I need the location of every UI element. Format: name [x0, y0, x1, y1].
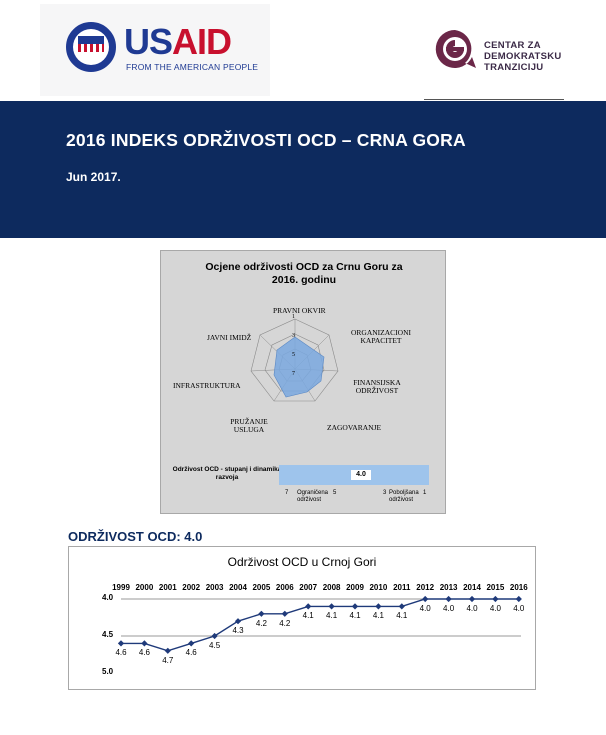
data-point [351, 603, 359, 610]
scale-number: 7 [285, 490, 289, 496]
section-title: ODRŽIVOST OCD: 4.0 [68, 529, 203, 544]
scale-text: Ograničena održivost [297, 490, 329, 503]
x-tick-label: 2010 [369, 583, 388, 592]
scale-tick: 7 [292, 371, 295, 377]
axis-label: PRUŽANJE USLUGA [230, 417, 268, 434]
cdt-mark-icon [435, 29, 476, 68]
data-label: 4.3 [232, 626, 244, 636]
data-label: 4.7 [162, 655, 174, 665]
header-divider [424, 99, 564, 100]
usaid-seal-icon [66, 22, 116, 72]
data-point [117, 640, 125, 647]
scale-tick: 3 [292, 333, 295, 339]
data-label: 4.0 [419, 604, 431, 613]
title-banner: 2016 INDEKS ODRŽIVOSTI OCD – CRNA GORA J… [0, 101, 606, 238]
scale-text: Poboljšana održivost [389, 490, 419, 503]
y-tick-label: 4.0 [102, 593, 114, 602]
data-point [141, 640, 148, 647]
data-label: 4.1 [372, 611, 384, 621]
data-point [398, 603, 405, 610]
data-point [515, 595, 522, 603]
x-tick-label: 2014 [463, 583, 481, 592]
x-tick-label: 2004 [229, 583, 247, 592]
axis-label: ZAGOVARANJE [327, 423, 382, 432]
line-chart: Održivost OCD u Crnoj Gori 4.0 4.5 5.0 1… [68, 546, 536, 690]
axis-label: FINANSIJSKA ODRŽIVOST [353, 378, 401, 395]
chart-title: Održivost OCD u Crnoj Gori [227, 555, 377, 569]
data-point [375, 603, 382, 610]
data-label: 4.1 [302, 611, 314, 621]
data-point [188, 640, 195, 647]
data-label: 4.6 [115, 648, 127, 658]
data-label: 4.1 [396, 611, 408, 621]
scale-number: 3 [383, 490, 387, 496]
data-point [328, 603, 335, 610]
usaid-logo: USAID FROM THE AMERICAN PEOPLE [40, 4, 270, 96]
axis-label: PRAVNI OKVIR [273, 306, 326, 315]
line-plot [117, 595, 522, 654]
radar-plot [250, 318, 339, 402]
data-point [281, 610, 288, 617]
x-tick-label: 2012 [416, 583, 435, 592]
axis-label: INFRASTRUKTURA [173, 381, 241, 390]
x-tick-label: 2016 [509, 583, 528, 592]
axis-label: JAVNI IMIDŽ [207, 333, 252, 342]
index-label: Održivost OCD - stupanj i dinamika razvo… [172, 466, 282, 481]
x-tick-label: 2000 [135, 583, 154, 592]
x-tick-label: 2008 [322, 583, 341, 592]
data-label: 4.2 [255, 618, 267, 628]
x-tick-label: 2003 [205, 583, 224, 592]
scale-tick: 5 [292, 352, 295, 358]
x-tick-label: 1999 [112, 583, 130, 592]
x-tick-label: 2007 [299, 583, 318, 592]
data-label: 4.5 [209, 641, 221, 650]
cdt-logo: CENTAR ZA DEMOKRATSKU TRANZICIJU [432, 26, 572, 86]
y-tick-label: 4.5 [102, 630, 114, 639]
usaid-wordmark: USAID [124, 21, 232, 62]
x-tick-label: 2015 [486, 583, 505, 592]
y-tick-label: 5.0 [102, 667, 114, 676]
data-label: 4.2 [279, 618, 291, 628]
data-point [492, 595, 499, 603]
data-label: 4.6 [138, 648, 150, 658]
x-tick-label: 2011 [393, 583, 411, 592]
radar-area [273, 336, 325, 398]
data-label: 4.6 [185, 648, 197, 658]
x-tick-label: 2006 [275, 583, 294, 592]
data-point [164, 647, 171, 654]
axis-label: ORGANIZACIONI KAPACITET [351, 328, 411, 345]
data-label: 4.0 [513, 604, 525, 613]
series-line [121, 598, 519, 652]
data-label: 4.1 [326, 611, 338, 621]
publication-date: Jun 2017. [66, 170, 121, 184]
data-label: 4.0 [489, 604, 501, 613]
radar-chart: Ocjene održivosti OCD za Crnu Goru za 20… [160, 250, 446, 514]
x-tick-label: 2013 [439, 583, 458, 592]
index-value: 4.0 [351, 470, 371, 480]
x-tick-label: 2005 [252, 583, 271, 592]
radar-title: Ocjene održivosti OCD za Crnu Goru za 20… [205, 261, 403, 286]
scale-number: 5 [333, 490, 337, 496]
data-label: 4.1 [349, 611, 361, 621]
data-point [445, 595, 452, 603]
x-tick-label: 2002 [182, 583, 201, 592]
usaid-tagline: FROM THE AMERICAN PEOPLE [126, 62, 259, 72]
page-title: 2016 INDEKS ODRŽIVOSTI OCD – CRNA GORA [66, 130, 466, 150]
x-tick-label: 2009 [346, 583, 364, 592]
data-point [258, 610, 265, 617]
data-point [422, 595, 429, 603]
data-point [305, 603, 312, 610]
scale-tick: 1 [292, 314, 295, 320]
scale-number: 1 [423, 490, 427, 496]
data-point [468, 595, 476, 603]
data-label: 4.0 [466, 604, 478, 613]
x-tick-label: 2001 [158, 583, 177, 592]
cdt-name: CENTAR ZA DEMOKRATSKU TRANZICIJU [484, 40, 562, 73]
data-label: 4.0 [443, 604, 455, 613]
